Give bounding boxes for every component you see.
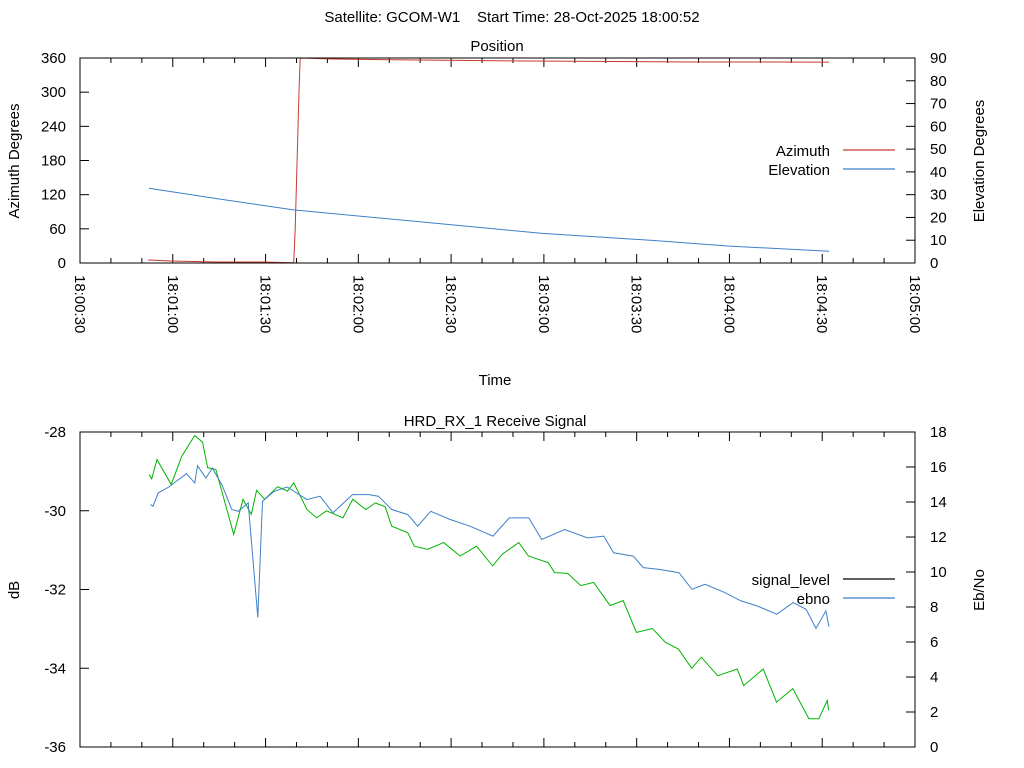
y-tick-label: 60	[49, 221, 66, 238]
x-tick-label: 18:02:00	[349, 275, 366, 333]
y2-tick-label: 90	[930, 50, 947, 67]
y-axis-label: dB	[6, 581, 23, 599]
y2-axis-label: Eb/No	[971, 569, 988, 611]
series-line-elevation	[148, 187, 830, 252]
y2-tick-label: 4	[930, 669, 938, 686]
y2-tick-label: 60	[930, 118, 947, 135]
position-plot-title: Position	[470, 38, 523, 55]
x-axis-label: Time	[479, 372, 512, 389]
y2-tick-label: 40	[930, 164, 947, 181]
y-tick-label: 360	[41, 50, 66, 67]
receive-signal-plot: HRD_RX_1 Receive Signal dB Eb/No signal_…	[6, 413, 988, 756]
plot-border	[79, 57, 916, 264]
signal-plot-title: HRD_RX_1 Receive Signal	[404, 413, 587, 430]
legend-label-azimuth: Azimuth	[776, 143, 830, 160]
y-tick-label: -36	[44, 739, 66, 756]
y2-tick-label: 10	[930, 564, 947, 581]
y2-tick-label: 30	[930, 187, 947, 204]
y2-tick-label: 20	[930, 209, 947, 226]
y2-tick-label: 18	[930, 424, 947, 441]
position-plot: Position Time Azimuth Degrees Elevation …	[6, 38, 988, 389]
x-tick-label: 18:00:30	[71, 275, 88, 333]
y2-tick-label: 12	[930, 529, 947, 546]
y-tick-label: 180	[41, 153, 66, 170]
legend-label-elevation: Elevation	[768, 162, 830, 179]
x-tick-label: 18:02:30	[442, 275, 459, 333]
y2-tick-label: 16	[930, 459, 947, 476]
y2-tick-label: 0	[930, 255, 938, 272]
y-tick-label: -32	[44, 582, 66, 599]
y2-tick-label: 8	[930, 599, 938, 616]
y-tick-label: 120	[41, 187, 66, 204]
y2-tick-label: 80	[930, 73, 947, 90]
x-tick-label: 18:01:30	[257, 275, 274, 333]
legend-label-signal-level: signal_level	[752, 572, 830, 589]
y-tick-label: 240	[41, 118, 66, 135]
y-tick-label: -30	[44, 503, 66, 520]
legend-label-ebno: ebno	[797, 591, 830, 608]
page-title: Satellite: GCOM-W1 Start Time: 28-Oct-20…	[324, 9, 699, 26]
x-tick-label: 18:04:00	[720, 275, 737, 333]
y2-tick-label: 0	[930, 739, 938, 756]
y-axis-label: Azimuth Degrees	[6, 103, 23, 218]
x-tick-label: 18:03:00	[535, 275, 552, 333]
y2-tick-label: 6	[930, 634, 938, 651]
x-tick-label: 18:01:00	[164, 275, 181, 333]
y2-tick-label: 10	[930, 232, 947, 249]
y-tick-label: -28	[44, 424, 66, 441]
series-line-signal-level	[148, 434, 830, 720]
y2-tick-label: 2	[930, 704, 938, 721]
x-tick-label: 18:05:00	[906, 275, 923, 333]
y2-tick-label: 14	[930, 494, 947, 511]
x-tick-label: 18:03:30	[628, 275, 645, 333]
y-tick-label: 300	[41, 84, 66, 101]
y2-axis-label: Elevation Degrees	[971, 100, 988, 223]
plot-border	[79, 431, 916, 748]
y-tick-label: 0	[58, 255, 66, 272]
y-tick-label: -34	[44, 660, 66, 677]
y2-tick-label: 50	[930, 141, 947, 158]
x-tick-label: 18:04:30	[813, 275, 830, 333]
series-line-ebno	[150, 464, 830, 630]
series-line-azimuth	[147, 58, 830, 263]
y2-tick-label: 70	[930, 96, 947, 113]
